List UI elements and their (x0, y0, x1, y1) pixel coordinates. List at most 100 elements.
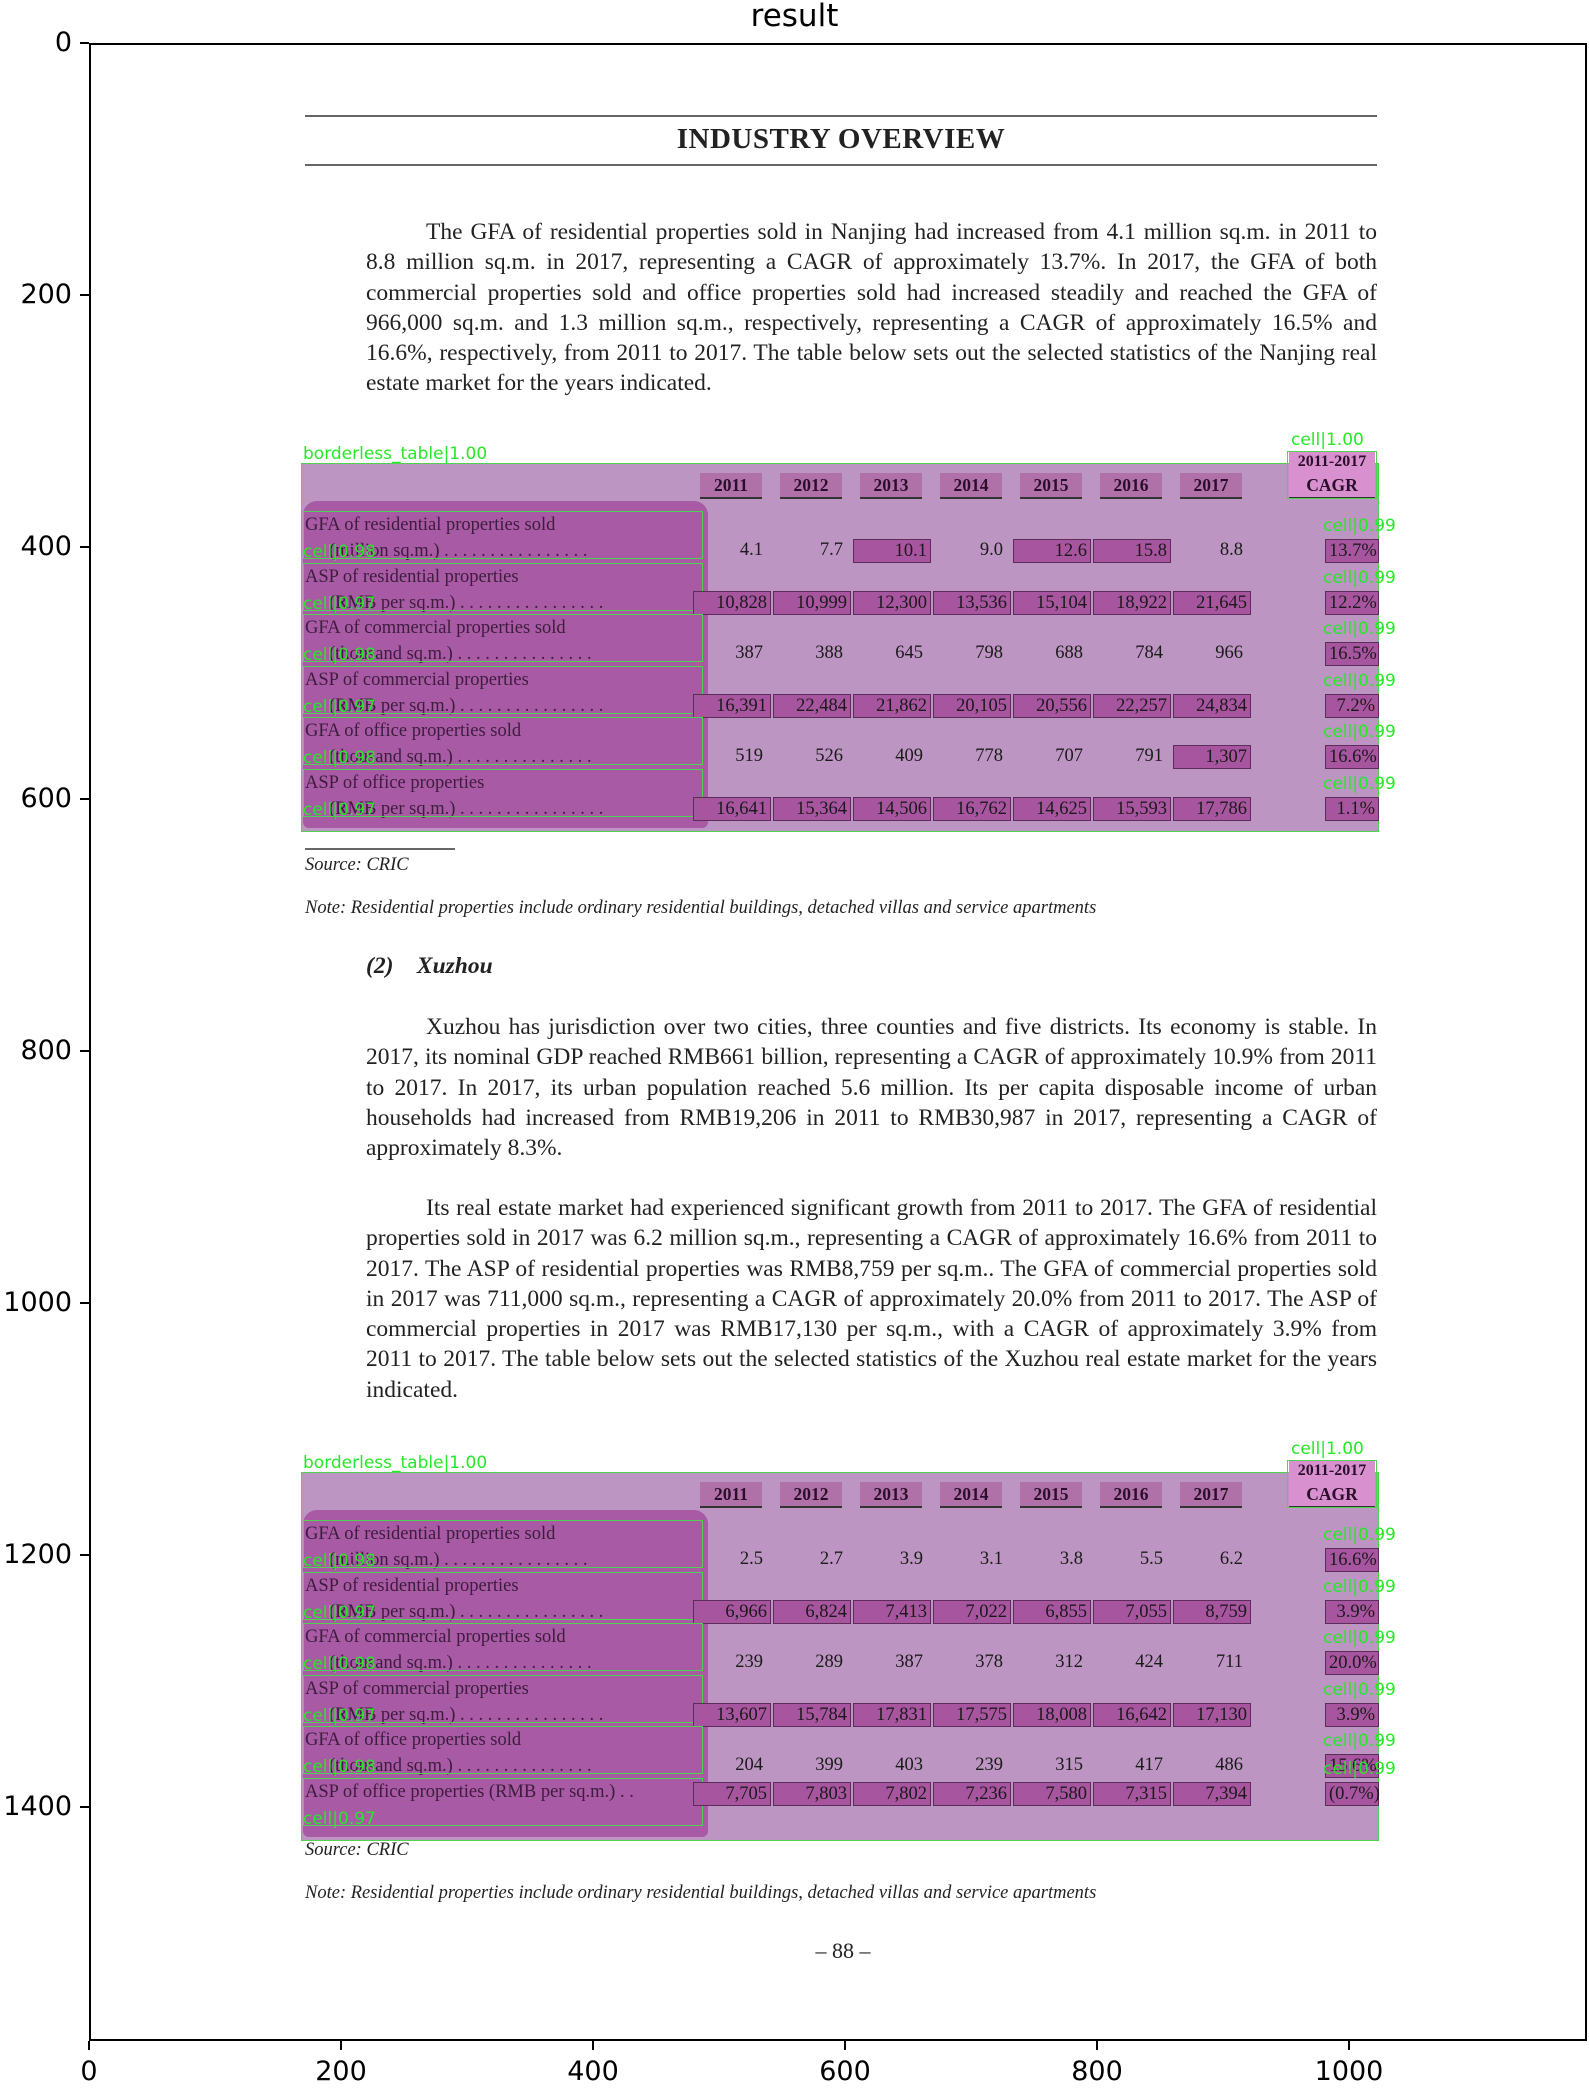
row-label-detection-label: cell|0.97 (303, 696, 376, 717)
table-value: 16,642 (1093, 1702, 1171, 1727)
table-value: 3.8 (1059, 1549, 1083, 1569)
y-tick-mark (80, 546, 89, 548)
year-header: 2011 (700, 1482, 762, 1508)
year-header: 2016 (1100, 473, 1162, 499)
row-label-detection-label: cell|0.97 (303, 593, 376, 614)
table-value: 18,922 (1093, 590, 1171, 615)
cagr-detection-label: cell|0.99 (1323, 567, 1396, 588)
table-value: 645 (895, 643, 923, 663)
table-value: 7,022 (933, 1599, 1011, 1624)
table-value: 711 (1215, 1652, 1243, 1672)
row-label-line1: ASP of residential properties (305, 566, 519, 587)
table-detection-label: borderless_table|1.00 (303, 1453, 488, 1473)
table-value: 486 (1215, 1755, 1243, 1775)
table-value: 7,580 (1013, 1781, 1091, 1806)
row-label-line1: ASP of office properties (305, 772, 485, 793)
table-value: 1,307 (1173, 745, 1251, 769)
table-value: 315 (1055, 1755, 1083, 1775)
year-header: 2013 (860, 473, 922, 499)
year-header: 2012 (780, 1482, 842, 1508)
row-label-detection-label: cell|0.97 (303, 799, 376, 820)
row-label-detection-label: cell|0.98 (303, 1551, 376, 1571)
year-header: 2016 (1100, 1482, 1162, 1508)
x-tick-mark (340, 2041, 342, 2050)
cagr-header-range: 2011-2017 (1289, 451, 1375, 473)
cagr-header-range: 2011-2017 (1289, 1460, 1375, 1482)
cagr-detection-label: cell|0.99 (1323, 670, 1396, 691)
y-tick-mark (80, 294, 89, 296)
y-tick-mark (80, 798, 89, 800)
row-label-line1: ASP of residential properties (305, 1575, 519, 1596)
table-value: 7,315 (1093, 1781, 1171, 1806)
cell-detection-label: cell|1.00 (1291, 1439, 1364, 1459)
table-value: 7,705 (693, 1781, 771, 1806)
table-value: 22,484 (773, 693, 851, 718)
y-tick-label: 0 (54, 27, 72, 58)
table-value: 10,828 (693, 590, 771, 615)
cell-detection-label: cell|1.00 (1291, 430, 1364, 450)
table-value: 707 (1055, 746, 1083, 766)
heading-rule (305, 164, 1377, 166)
table-value: 21,645 (1173, 590, 1251, 615)
x-tick-mark (1348, 2041, 1350, 2050)
cagr-header-label: CAGR (1289, 473, 1375, 499)
y-tick-mark (80, 1806, 89, 1808)
table-value: 24,834 (1173, 693, 1251, 718)
table-value: 798 (975, 643, 1003, 663)
row-label-detection-label: cell|0.98 (303, 1757, 376, 1777)
table-value: 289 (815, 1652, 843, 1672)
cagr-detection-label: cell|0.99 (1323, 1525, 1396, 1545)
table-value: 14,506 (853, 796, 931, 821)
row-label-line1: GFA of commercial properties sold (305, 618, 566, 638)
table-value: 2.7 (819, 1549, 843, 1569)
row-label-detection-box (303, 614, 703, 662)
year-header: 2012 (780, 473, 842, 499)
row-label-detection-box (303, 1726, 703, 1774)
cell-detection-box (1287, 451, 1377, 499)
table-value: 15,784 (773, 1702, 851, 1727)
x-tick-label: 800 (1071, 2056, 1123, 2087)
table-value: 17,786 (1173, 796, 1251, 821)
year-header: 2011 (700, 473, 762, 499)
row-label-line1: GFA of residential properties sold (305, 515, 556, 535)
table-value: 7.7 (819, 540, 843, 560)
cagr-value: 16.5% (1325, 642, 1379, 666)
y-tick-mark (80, 42, 89, 44)
table-value: 791 (1135, 746, 1163, 766)
page-number: – 88 – (815, 1938, 871, 1963)
cagr-value: 12.2% (1325, 590, 1379, 615)
y-tick-mark (80, 1302, 89, 1304)
table-value: 14,625 (1013, 796, 1091, 821)
table-value: 15.8 (1093, 539, 1171, 563)
table-value: 399 (815, 1755, 843, 1775)
row-label-detection-box (303, 511, 703, 559)
year-header: 2013 (860, 1482, 922, 1508)
table-value: 784 (1135, 643, 1163, 663)
table-value: 21,862 (853, 693, 931, 718)
year-header: 2015 (1020, 473, 1082, 499)
year-header: 2014 (940, 473, 1002, 499)
cagr-value: 3.9% (1325, 1702, 1379, 1727)
table-value: 424 (1135, 1652, 1163, 1672)
x-tick-label: 0 (80, 2056, 98, 2087)
xuzhou-subheading: (2) Xuzhou (366, 953, 493, 979)
table-value: 7,055 (1093, 1599, 1171, 1624)
table-detection-label: borderless_table|1.00 (303, 444, 488, 464)
table-value: 16,391 (693, 693, 771, 718)
row-label-detection-box (303, 1520, 703, 1568)
table-value: 8,759 (1173, 1599, 1251, 1624)
xuzhou-paragraph-1: Xuzhou has jurisdiction over two cities,… (366, 1014, 1377, 1162)
row-label-line1: GFA of office properties sold (305, 721, 522, 741)
source-2: Source: CRIC (305, 1840, 409, 1860)
table-value: 4.1 (739, 540, 763, 560)
cagr-detection-label: cell|0.99 (1323, 619, 1396, 639)
table-value: 16,641 (693, 796, 771, 821)
row-label-line2: (RMB per sq.m.) . . . . . . . . . . . . … (329, 1601, 604, 1622)
table-value: 20,556 (1013, 693, 1091, 718)
table-value: 12.6 (1013, 539, 1091, 563)
table-value: 688 (1055, 643, 1083, 663)
plot-title: result (750, 0, 839, 34)
table-value: 15,593 (1093, 796, 1171, 821)
table-value: 3.1 (979, 1549, 1003, 1569)
table-value: 20,105 (933, 693, 1011, 718)
